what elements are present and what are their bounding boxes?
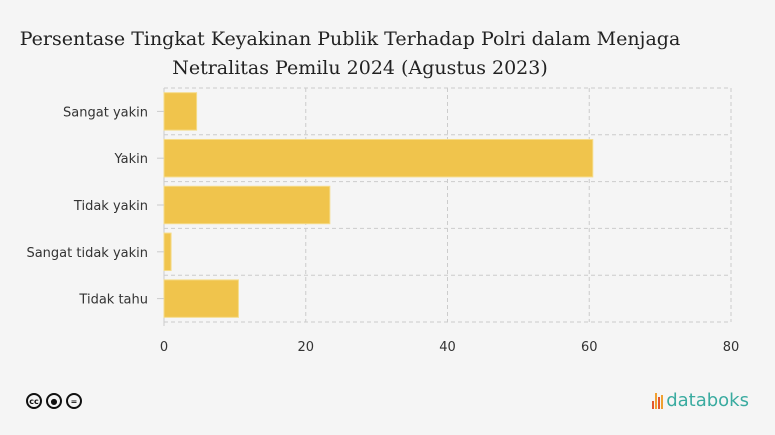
brand-name: databoks [666,390,749,411]
x-tick-label: 0 [160,340,168,355]
bar-sangat-tidak-yakin [163,232,172,272]
chart-title-line-1: Persentase Tingkat Keyakinan Publik Terh… [19,28,681,50]
bar-tidak-yakin [163,185,331,225]
license-icons: cc ● = [26,393,82,409]
chart-title: Persentase Tingkat Keyakinan Publik Terh… [0,25,700,83]
x-tick-label: 20 [297,340,314,355]
y-tick-label: Tidak tahu [78,293,148,308]
y-tick-label: Tidak yakin [73,199,148,214]
x-tick-label: 40 [439,340,456,355]
y-tick-label: Yakin [114,152,149,167]
databoks-logo[interactable]: databoks [652,390,749,411]
y-tick-label: Sangat tidak yakin [26,246,148,261]
chart-title-line-2: Netralitas Pemilu 2024 (Agustus 2023) [172,57,548,79]
nd-icon: = [66,393,82,409]
x-tick-label: 60 [581,340,598,355]
bar-sangat-yakin [163,92,198,131]
y-tick-label: Sangat yakin [63,105,148,120]
x-tick-label: 80 [723,340,740,355]
bar-yakin [163,138,594,178]
bar-tidak-tahu [163,279,239,318]
by-icon: ● [46,393,62,409]
logo-bars-icon [652,392,664,409]
cc-icon: cc [26,393,42,409]
